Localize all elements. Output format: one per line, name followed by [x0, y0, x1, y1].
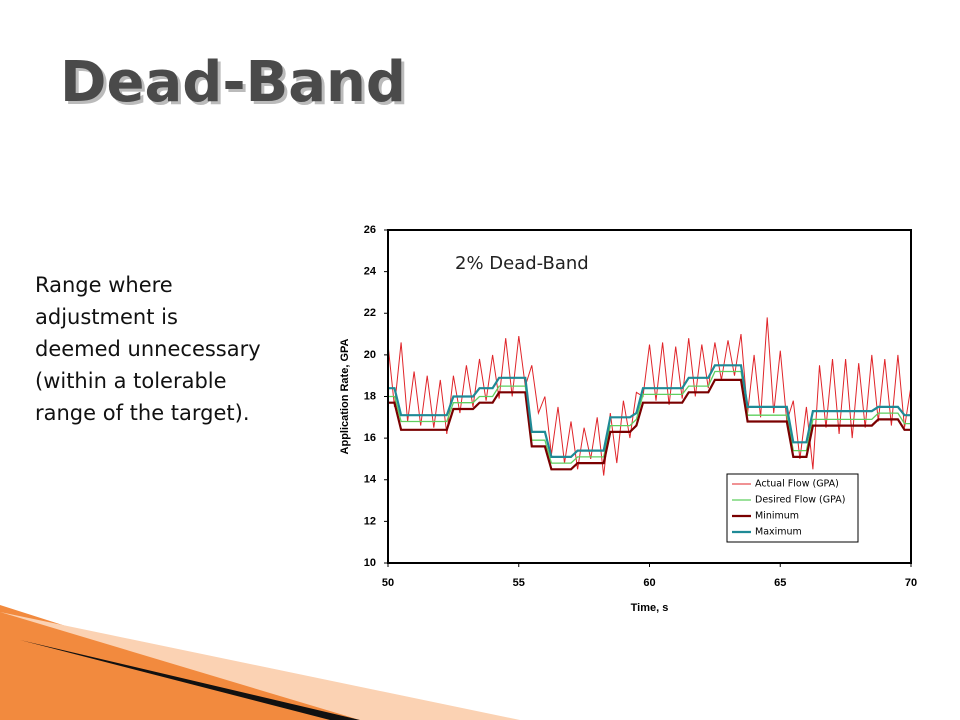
plot-frame	[387, 229, 912, 564]
legend-label: Desired Flow (GPA)	[755, 495, 845, 506]
legend-label: Maximum	[755, 527, 802, 538]
legend-label: Minimum	[755, 511, 799, 522]
bullet-line: Range where	[35, 273, 173, 297]
bullet-line: deemed unnecessary	[35, 337, 261, 361]
bullet-line: range of the target).	[35, 401, 250, 425]
y-tick-label: 22	[364, 307, 376, 319]
x-axis-label: Time, s	[631, 602, 669, 614]
y-axis-label: Application Rate, GPA	[339, 338, 351, 454]
annotation: 2% Dead-Band	[455, 253, 589, 274]
y-tick-label: 18	[364, 390, 376, 402]
y-tick-label: 10	[364, 557, 376, 569]
legend-box	[726, 473, 859, 543]
bullet-line: (within a tolerable	[35, 369, 227, 393]
x-tick-label: 55	[513, 577, 525, 589]
x-tick-label: 65	[774, 577, 786, 589]
series-line	[388, 378, 911, 471]
legend-label: Actual Flow (GPA)	[755, 479, 839, 490]
y-tick-label: 14	[364, 474, 377, 486]
slide-title: Dead-Band	[60, 50, 406, 115]
x-tick-label: 50	[382, 577, 394, 589]
decor-stroke	[20, 640, 360, 720]
bullet-line: adjustment is	[35, 305, 178, 329]
y-tick-label: 20	[364, 349, 376, 361]
series-line	[388, 370, 911, 464]
x-tick-label: 70	[905, 577, 917, 589]
decor-wedge-light	[0, 612, 520, 720]
y-tick-label: 26	[364, 224, 376, 236]
bullet-text: Range where adjustment is deemed unnecessa…	[35, 273, 261, 425]
y-tick-label: 12	[364, 515, 376, 527]
x-tick-label: 60	[643, 577, 655, 589]
y-tick-label: 24	[364, 266, 377, 278]
series-line	[387, 317, 912, 476]
y-tick-label: 16	[364, 432, 376, 444]
series-line	[388, 364, 911, 458]
title-shadow: Dead-Band	[63, 53, 409, 118]
